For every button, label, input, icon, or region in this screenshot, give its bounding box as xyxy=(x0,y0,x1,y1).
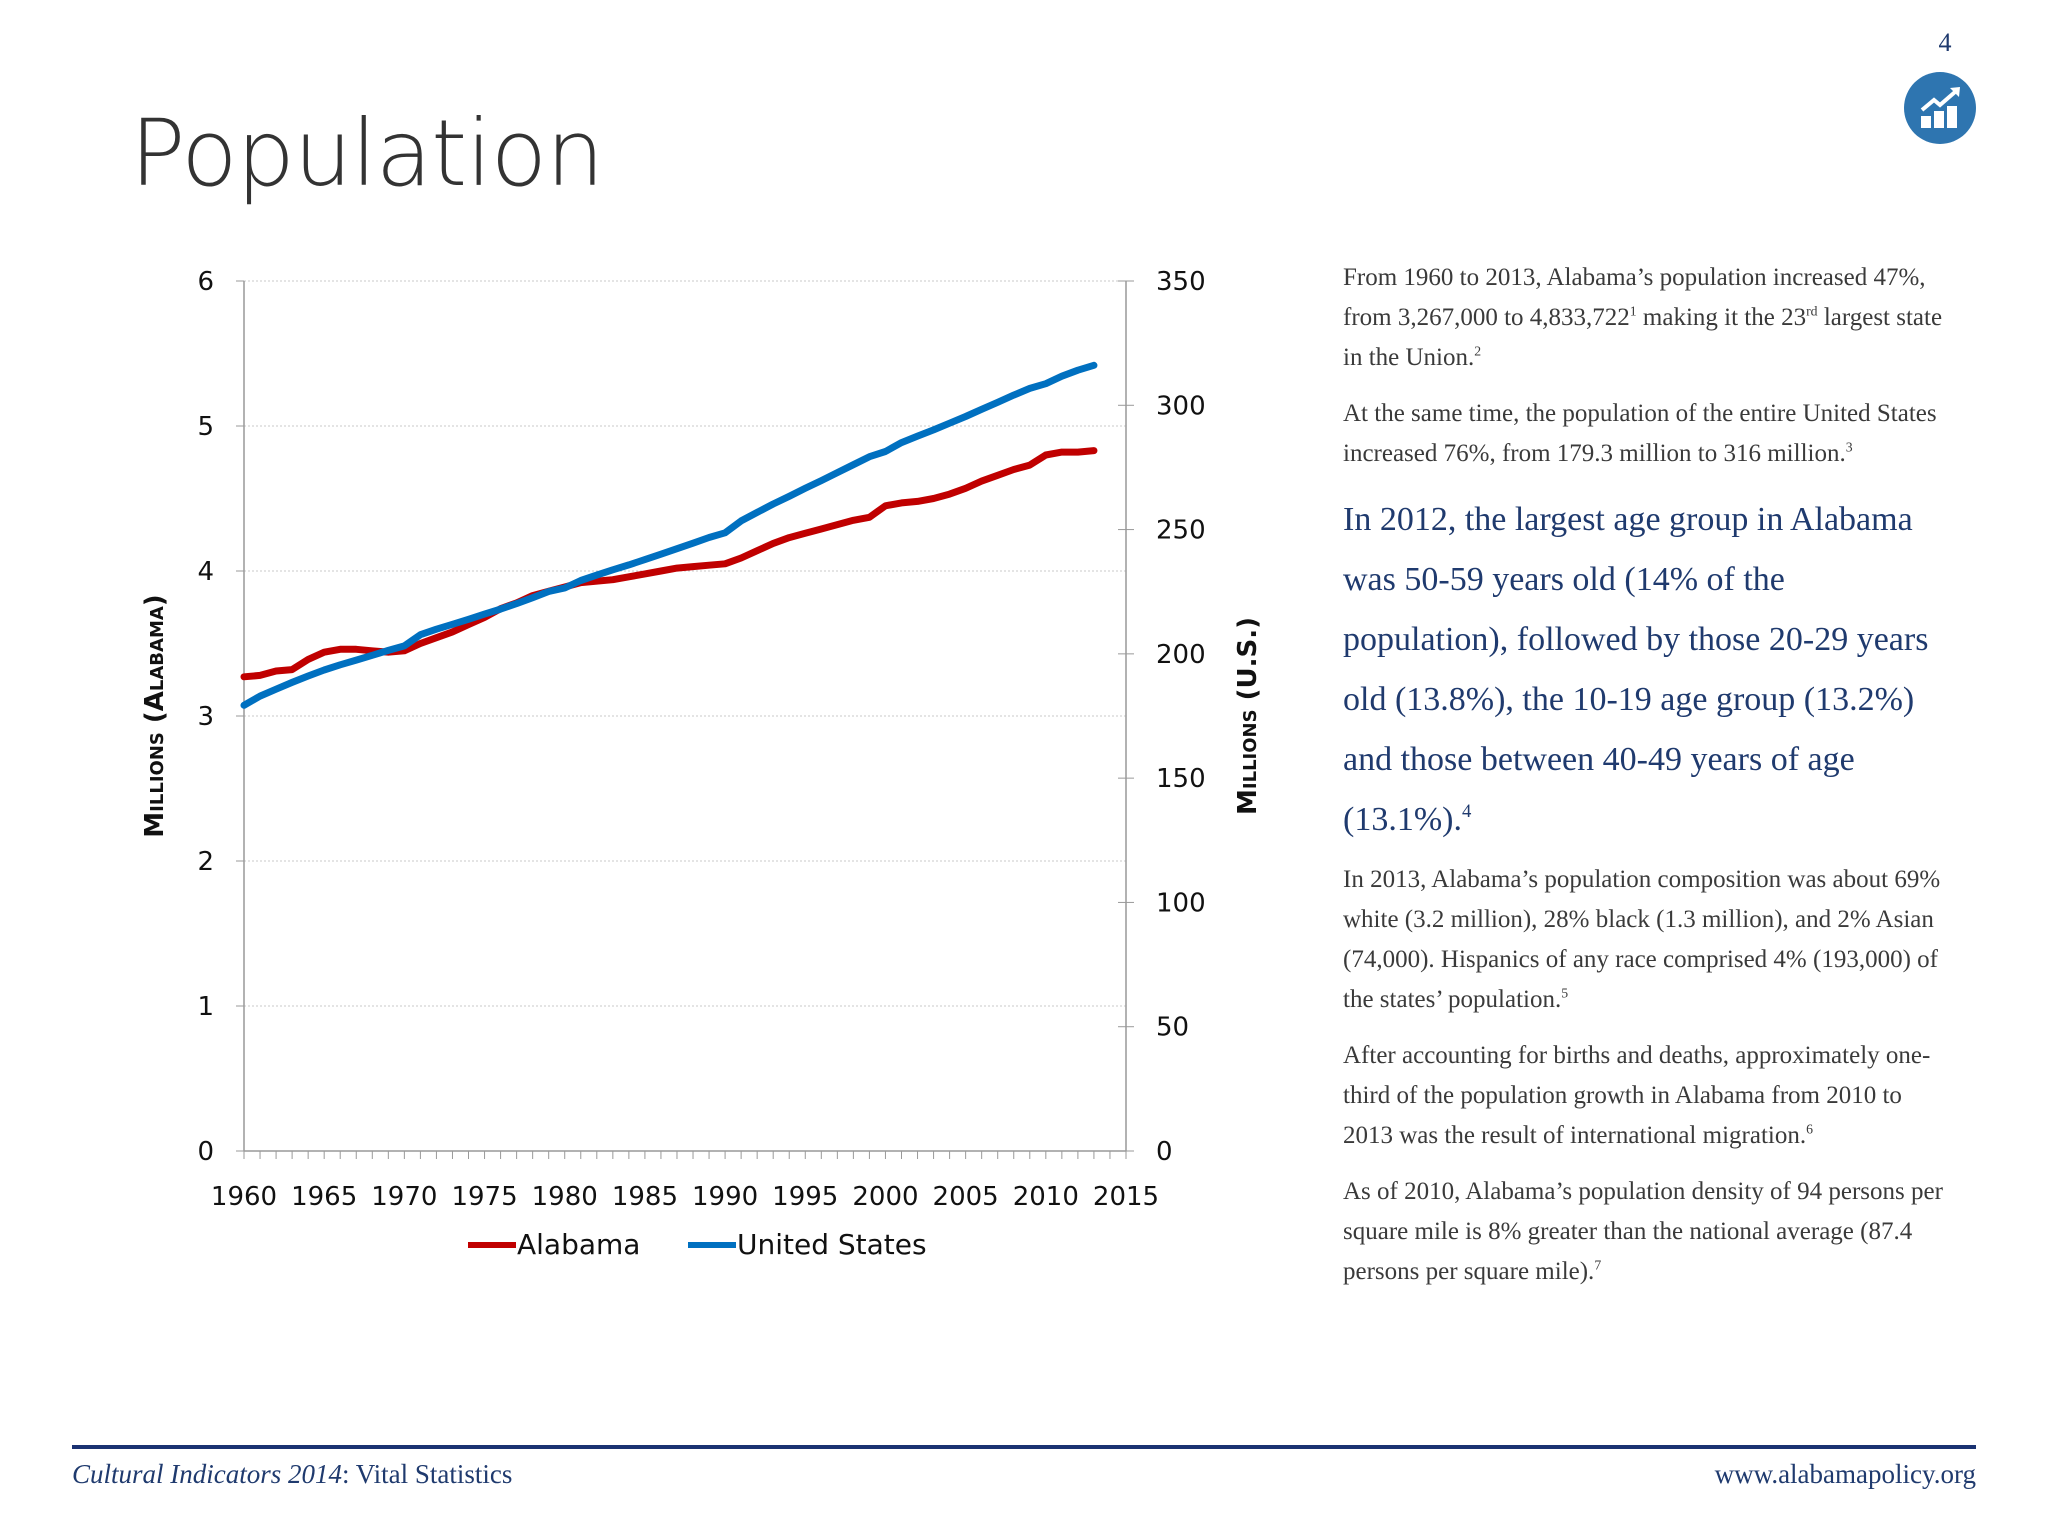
page-number: 4 xyxy=(1938,28,1952,57)
paragraph-text: In 2012, the largest age group in Alabam… xyxy=(1343,501,1929,838)
page-title: Population xyxy=(130,100,604,207)
footnote-ref: 2 xyxy=(1474,343,1482,359)
footer-publication: Cultural Indicators 2014: Vital Statisti… xyxy=(72,1459,512,1490)
paragraph-text: After accounting for births and deaths, … xyxy=(1343,1042,1931,1149)
body-paragraph: At the same time, the population of the … xyxy=(1343,394,1943,474)
y-left-tick-label: 3 xyxy=(197,702,214,732)
y-right-axis-label: Millions (U.S.) xyxy=(1233,617,1263,815)
legend-label: United States xyxy=(737,1228,927,1261)
y-right-tick-label: 250 xyxy=(1156,516,1206,546)
y-right-tick-label: 50 xyxy=(1156,1013,1189,1043)
y-right-tick-label: 350 xyxy=(1156,267,1206,297)
footnote-ref: 5 xyxy=(1561,985,1569,1001)
paragraph-text: At the same time, the population of the … xyxy=(1343,400,1937,467)
y-right-tick-label: 100 xyxy=(1156,888,1206,918)
x-tick-label: 2000 xyxy=(852,1182,918,1212)
paragraph-text: largest state in the Union. xyxy=(1343,304,1943,371)
y-left-axis-label: Millions (Alabama) xyxy=(140,594,170,837)
footnote-ref: 4 xyxy=(1461,800,1472,822)
x-tick-label: 1995 xyxy=(772,1182,838,1212)
y-right-tick-label: 0 xyxy=(1156,1137,1173,1167)
y-right-tick-label: 200 xyxy=(1156,640,1206,670)
x-tick-label: 1970 xyxy=(371,1182,437,1212)
y-left-tick-label: 1 xyxy=(197,992,214,1022)
paragraph-text: making it the 23 xyxy=(1636,304,1807,331)
footer-url[interactable]: www.alabamapolicy.org xyxy=(1714,1459,1976,1489)
body-paragraph: From 1960 to 2013, Alabama’s population … xyxy=(1343,258,1943,378)
x-tick-label: 1980 xyxy=(532,1182,598,1212)
footnote-ref: rd xyxy=(1806,303,1818,319)
paragraph-text: As of 2010, Alabama’s population density… xyxy=(1343,1178,1943,1285)
y-left-tick-label: 2 xyxy=(197,847,214,877)
series-line-united-states xyxy=(240,361,1098,709)
footer-title-italic: Cultural Indicators 2014 xyxy=(72,1459,343,1489)
y-left-tick-label: 4 xyxy=(197,557,214,587)
body-paragraph: As of 2010, Alabama’s population density… xyxy=(1343,1172,1943,1292)
y-right-tick-label: 150 xyxy=(1156,764,1206,794)
y-right-tick-label: 300 xyxy=(1156,391,1206,421)
footnote-ref: 7 xyxy=(1594,1257,1602,1273)
paragraph-text: In 2013, Alabama’s population compositio… xyxy=(1343,866,1941,1013)
x-tick-label: 1985 xyxy=(612,1182,678,1212)
body-paragraph: In 2013, Alabama’s population compositio… xyxy=(1343,860,1943,1020)
series-line-alabama xyxy=(240,447,1098,681)
highlight-paragraph: In 2012, the largest age group in Alabam… xyxy=(1343,490,1943,850)
x-tick-label: 2015 xyxy=(1093,1182,1159,1212)
x-tick-label: 1975 xyxy=(451,1182,517,1212)
footnote-ref: 6 xyxy=(1806,1121,1813,1137)
footer-title-rest: : Vital Statistics xyxy=(342,1459,513,1489)
x-tick-label: 2010 xyxy=(1013,1182,1079,1212)
y-left-tick-label: 5 xyxy=(197,412,214,442)
footer-rule xyxy=(72,1445,1976,1449)
x-tick-label: 1990 xyxy=(692,1182,758,1212)
body-paragraph: After accounting for births and deaths, … xyxy=(1343,1036,1943,1156)
paragraph-text: From 1960 to 2013, Alabama’s population … xyxy=(1343,264,1926,331)
x-tick-label: 1960 xyxy=(211,1182,277,1212)
footnote-ref: 1 xyxy=(1629,303,1637,319)
text-column: From 1960 to 2013, Alabama’s population … xyxy=(1343,258,1943,1308)
population-chart: 0 1 2 3 4 5 6 0 50 100 150 200 250 300 350 1960 1965 1970… xyxy=(140,267,1263,1261)
x-tick-label: 2005 xyxy=(933,1182,999,1212)
legend-label: Alabama xyxy=(517,1228,640,1261)
y-left-tick-label: 0 xyxy=(197,1137,214,1167)
x-tick-label: 1965 xyxy=(291,1182,357,1212)
chart-growth-icon xyxy=(1904,72,1976,144)
footnote-ref: 3 xyxy=(1845,439,1853,455)
y-left-tick-label: 6 xyxy=(197,267,214,297)
